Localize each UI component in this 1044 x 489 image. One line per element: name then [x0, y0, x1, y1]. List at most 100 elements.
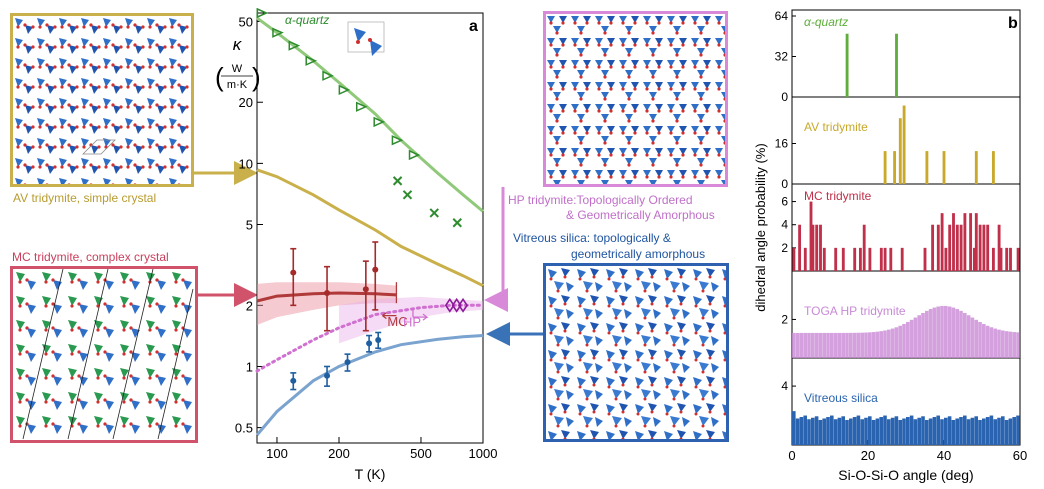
av-tridymite-structure-panel	[10, 13, 194, 187]
data-point	[344, 359, 351, 366]
y-axis-unit-bottom: m·K	[227, 79, 248, 91]
data-point	[290, 269, 297, 276]
histogram-bar	[913, 419, 918, 445]
histogram-bar	[807, 332, 811, 358]
histogram-bar	[811, 332, 815, 358]
histogram-bar	[833, 419, 838, 445]
y-axis-symbol: κ	[233, 35, 243, 54]
histogram-bar	[860, 332, 864, 358]
histogram-bar	[997, 224, 1001, 271]
histogram-bar	[921, 416, 925, 445]
histogram-bar	[1004, 419, 1009, 445]
histogram-bar	[819, 224, 822, 271]
histogram-bar	[942, 151, 946, 184]
histogram-bar	[978, 224, 982, 271]
histogram-bar	[1008, 418, 1013, 445]
histogram-bar	[963, 415, 967, 445]
y-tick-label: 4	[781, 379, 788, 393]
histogram-bar	[853, 247, 857, 271]
x-tick-label: 1000	[469, 446, 498, 461]
histogram-bar	[849, 418, 853, 445]
histogram-bar	[837, 417, 842, 445]
histogram-bar	[845, 33, 849, 97]
histogram-bar	[959, 310, 963, 358]
legend-triangle	[256, 7, 268, 19]
y-tick-label: 32	[775, 50, 789, 64]
histogram-bar	[837, 332, 842, 358]
histogram-bar	[940, 213, 944, 271]
histogram-bar	[811, 417, 815, 445]
histogram-bar	[925, 151, 929, 184]
histogram-bar	[871, 332, 876, 358]
histogram-bar	[807, 419, 811, 445]
vitreous-silica-structure-panel	[543, 263, 729, 442]
histogram-bar	[1001, 330, 1005, 358]
histogram-bar	[862, 224, 866, 271]
y-axis-unit-top: W	[232, 63, 243, 75]
quartz-triangle-point	[373, 116, 386, 128]
hp-tridymite-label-line1: HP tridymite:Topologically Ordered	[508, 193, 693, 207]
quartz-triangle-point	[408, 149, 421, 161]
y-tick-label: 16	[775, 137, 789, 151]
x-tick-label: 500	[410, 446, 432, 461]
histogram-bar	[898, 325, 902, 358]
histogram-bar	[970, 417, 975, 445]
histogram-bar	[833, 332, 838, 358]
quartz-triangle-point	[288, 40, 301, 51]
histogram-bar	[951, 419, 956, 445]
histogram-bar	[917, 417, 921, 445]
mc-annotation: MC	[387, 314, 407, 329]
histogram-bar	[932, 307, 937, 358]
quartz-triangle-point	[322, 70, 334, 81]
histogram-bar	[792, 332, 796, 358]
cell-tetrahedron	[354, 28, 366, 42]
histogram-bar	[959, 224, 963, 271]
histogram-bar	[982, 323, 986, 358]
hp-tridymite-structure-panel	[543, 11, 728, 187]
histogram-bar	[902, 105, 906, 184]
histogram-bar	[826, 417, 830, 445]
fit-curve-11	[255, 334, 484, 436]
histogram-bar	[955, 418, 959, 445]
quartz-cross-point	[429, 208, 439, 218]
vitreous-silica-structure-image	[546, 266, 726, 439]
histogram-bar	[966, 315, 971, 358]
y-tick-label: 50	[239, 14, 253, 29]
histogram-bar	[811, 224, 815, 271]
histogram-bar	[959, 417, 963, 445]
histogram-bar	[900, 247, 904, 271]
histogram-bar	[841, 247, 845, 271]
histogram-bar	[875, 331, 880, 358]
quartz-cross-point	[402, 190, 413, 200]
histogram-bar	[944, 247, 948, 271]
histogram-bar	[1012, 417, 1016, 445]
histogram-bar	[974, 319, 978, 358]
histogram-bar	[799, 417, 804, 445]
y-tick-label: 0.5	[235, 421, 253, 436]
histogram-bar	[940, 305, 944, 358]
y-tick-label: 20	[239, 95, 253, 110]
histogram-bar	[898, 419, 902, 445]
quartz-triangle-point	[338, 84, 351, 96]
histogram-bar	[970, 317, 975, 358]
histogram-bar	[845, 419, 849, 445]
histogram-bar	[993, 328, 997, 358]
histogram-bar	[818, 332, 823, 358]
histogram-bar	[1001, 416, 1005, 445]
data-point	[366, 340, 373, 347]
histogram-bar	[883, 330, 887, 358]
histogram-bar	[818, 419, 823, 445]
vitreous-silica-label-line2: geometrically amorphous	[571, 247, 706, 261]
data-point	[372, 266, 379, 273]
histogram-bar	[917, 315, 921, 358]
y-axis-paren-right: )	[252, 62, 261, 92]
data-point	[324, 290, 331, 297]
histogram-bar	[798, 224, 802, 271]
histogram-bar	[978, 321, 982, 358]
histogram-bar	[856, 332, 861, 358]
histogram-bar	[923, 247, 927, 271]
hp-arrow	[484, 187, 508, 312]
histogram-bar	[792, 411, 796, 445]
histogram-bar	[1004, 331, 1009, 358]
